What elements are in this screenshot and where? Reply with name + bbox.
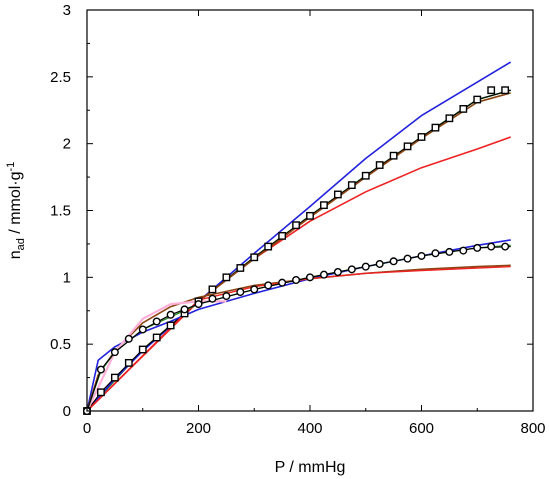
square-marker [417, 133, 426, 141]
square-marker [459, 105, 468, 113]
square-marker [473, 95, 482, 104]
x-tick-label: 200 [186, 420, 211, 437]
circle-marker [459, 246, 468, 255]
ticks-group [86, 9, 534, 412]
circle-marker [361, 262, 370, 271]
circle-marker [333, 267, 342, 276]
circle-marker [236, 288, 245, 297]
square-marker [222, 273, 231, 282]
circle-marker [487, 242, 496, 251]
square-marker [166, 321, 175, 330]
y-tick-label: 3 [63, 2, 71, 19]
x-tick-label: 800 [520, 420, 545, 437]
x-tick-label: 0 [83, 420, 91, 437]
circle-marker [152, 317, 161, 326]
circle-marker [278, 278, 287, 287]
fit-line-2 [86, 61, 512, 412]
y-tick-label: 1 [63, 269, 71, 286]
y-axis-title-main: n [7, 250, 24, 259]
circle-marker [222, 292, 231, 301]
fit-line-8 [86, 265, 511, 412]
circle-marker [250, 285, 259, 294]
y-axis-title-superscript: -1 [5, 162, 17, 172]
square-marker [138, 345, 147, 354]
square-marker [236, 264, 245, 272]
circle-marker [347, 265, 356, 274]
y-tick-label: 0.5 [50, 336, 71, 353]
circle-marker [319, 270, 328, 279]
square-marker [110, 373, 119, 382]
square-marker [501, 86, 510, 95]
circle-marker [110, 348, 119, 357]
square-marker [208, 285, 217, 294]
circle-marker [292, 276, 301, 285]
square-marker [250, 253, 259, 262]
x-tick-label: 400 [297, 420, 322, 437]
circle-marker [96, 365, 105, 374]
square-marker [152, 333, 161, 342]
circle-marker [138, 325, 147, 334]
circle-marker [194, 300, 203, 309]
fit-line-3 [86, 136, 511, 412]
y-tick-label: 0 [63, 403, 71, 420]
circle-marker [208, 294, 217, 303]
circle-marker [375, 259, 384, 268]
x-tick-label: 600 [409, 420, 434, 437]
plot-frame [86, 9, 534, 412]
tick-labels-group: 0 200 400 600 800 0 0.5 1 1.5 2 2.5 3 [50, 2, 545, 437]
square-marker [278, 231, 287, 240]
y-tick-label: 2 [63, 136, 71, 153]
square-marker [431, 123, 440, 132]
y-tick-label: 2.5 [50, 69, 71, 86]
circle-marker [166, 310, 175, 319]
y-axis-title-subscript: ad [15, 238, 27, 250]
square-marker [375, 161, 384, 169]
square-marker [403, 142, 412, 151]
fit-line-7 [86, 264, 511, 412]
square-marker [292, 221, 300, 230]
square-marker [124, 358, 133, 367]
circle-marker [417, 251, 426, 260]
circle-marker [431, 249, 440, 258]
square-marker [97, 388, 105, 397]
circle-marker [306, 273, 315, 282]
square-marker [347, 181, 356, 190]
square-marker [306, 211, 314, 220]
circle-marker [124, 334, 133, 343]
square-marker [264, 242, 273, 251]
y-axis-title: nad / mmol·g-1 [5, 162, 27, 260]
square-marker [445, 114, 454, 123]
circle-marker [445, 247, 454, 256]
y-axis-title-rest: / mmol·g [7, 171, 24, 238]
fit-line-9 [86, 300, 227, 412]
y-tick-label: 1.5 [50, 203, 71, 220]
square-marker [487, 86, 496, 95]
fit-line-10 [86, 244, 511, 412]
circle-marker [403, 254, 412, 263]
square-marker [320, 201, 328, 210]
square-marker [361, 171, 370, 180]
square-marker [389, 151, 398, 160]
circle-marker [389, 257, 398, 266]
circle-marker [264, 281, 273, 290]
square-marker [333, 190, 342, 199]
circle-marker [180, 305, 189, 314]
x-axis-title: P / mmHg [275, 459, 346, 476]
circle-marker [501, 242, 510, 251]
circle-marker [473, 243, 482, 252]
markers-group [82, 86, 510, 416]
